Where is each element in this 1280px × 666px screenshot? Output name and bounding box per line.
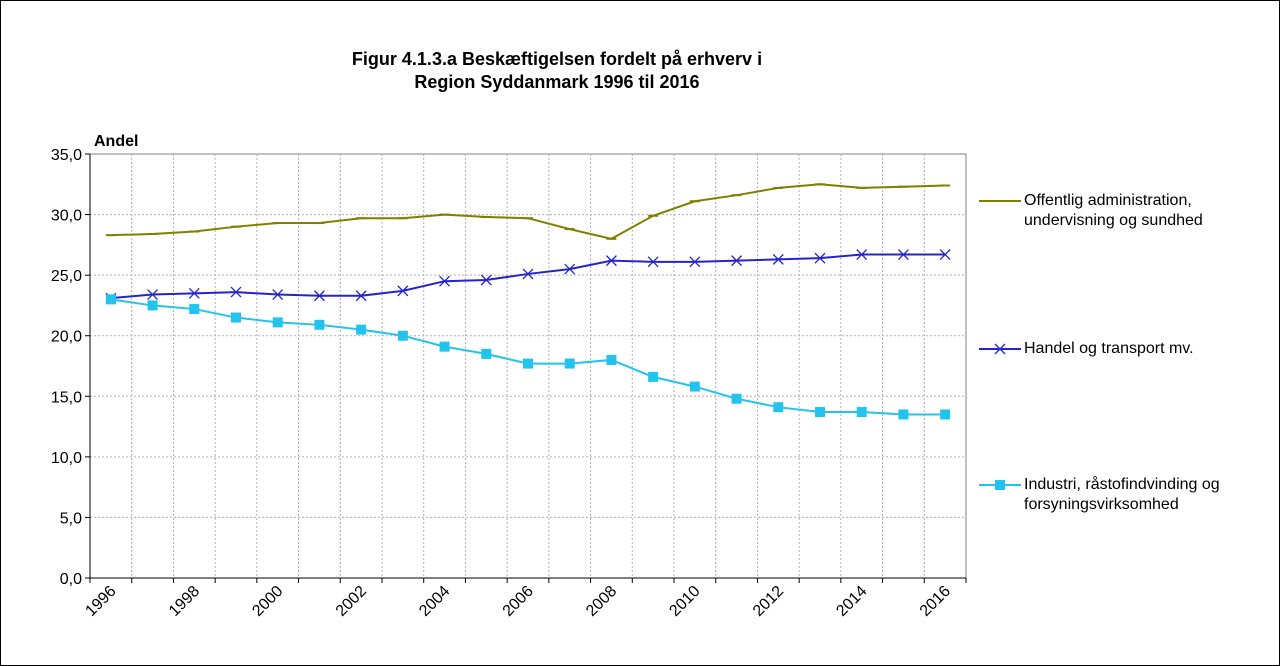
x-tick-label: 2008: [583, 583, 620, 620]
marker: [105, 294, 116, 305]
marker: [523, 358, 533, 369]
marker: [814, 252, 826, 264]
marker: [648, 371, 659, 382]
marker: [481, 348, 492, 359]
x-tick-label: 2002: [333, 583, 370, 620]
marker: [564, 358, 575, 369]
x-tick-label: 2000: [249, 583, 286, 620]
marker: [439, 275, 451, 287]
marker: [272, 317, 283, 328]
marker: [815, 407, 825, 418]
chart-title: Region Syddanmark 1996 til 2016: [414, 72, 699, 92]
legend-label: Offentlig administration, undervisning o…: [1024, 192, 1203, 229]
x-tick-label: 2014: [833, 583, 870, 620]
marker: [230, 286, 242, 298]
marker: [231, 312, 241, 323]
x-tick-label: 2004: [416, 583, 453, 620]
legend-label: Industri, råstofindvinding og forsynings…: [1024, 476, 1220, 513]
marker: [689, 256, 701, 268]
marker: [689, 381, 700, 392]
marker: [731, 255, 743, 267]
marker: [994, 343, 1006, 355]
marker: [439, 341, 450, 352]
marker: [397, 285, 409, 297]
x-tick-label: 2016: [917, 583, 954, 620]
marker: [397, 330, 408, 341]
x-tick-label: 2010: [666, 583, 703, 620]
legend-label: Handel og transport mv.: [1024, 340, 1194, 357]
x-tick-label: 1996: [82, 583, 119, 620]
marker: [772, 253, 784, 265]
marker: [314, 319, 325, 330]
y-tick-label: 0,0: [60, 571, 82, 588]
y-tick-label: 30,0: [51, 208, 82, 225]
marker: [606, 354, 617, 365]
y-tick-label: 5,0: [60, 510, 82, 527]
marker: [272, 289, 284, 300]
marker: [147, 289, 159, 300]
marker: [731, 393, 742, 404]
marker: [356, 324, 367, 335]
marker: [856, 407, 867, 418]
marker: [564, 263, 576, 275]
y-axis-label: Andel: [94, 133, 138, 150]
marker: [939, 249, 951, 261]
y-tick-label: 10,0: [51, 450, 82, 467]
marker: [897, 249, 909, 261]
y-tick-label: 15,0: [51, 389, 82, 406]
y-tick-label: 20,0: [51, 329, 82, 346]
x-tick-label: 1998: [166, 583, 203, 620]
marker: [995, 480, 1005, 490]
marker: [647, 256, 659, 268]
y-tick-label: 35,0: [51, 147, 82, 164]
marker: [773, 402, 784, 413]
x-tick-label: 2012: [750, 583, 787, 620]
marker: [189, 304, 200, 315]
y-tick-label: 25,0: [51, 268, 82, 285]
marker: [147, 300, 158, 311]
marker: [940, 409, 951, 420]
marker: [313, 290, 325, 302]
chart-title: Figur 4.1.3.a Beskæftigelsen fordelt på …: [352, 49, 762, 69]
marker: [605, 255, 617, 267]
marker: [355, 290, 367, 302]
x-tick-label: 2006: [500, 583, 537, 620]
marker: [480, 274, 492, 286]
marker: [522, 268, 534, 280]
marker: [188, 287, 200, 299]
marker: [856, 249, 868, 261]
marker: [898, 409, 909, 420]
